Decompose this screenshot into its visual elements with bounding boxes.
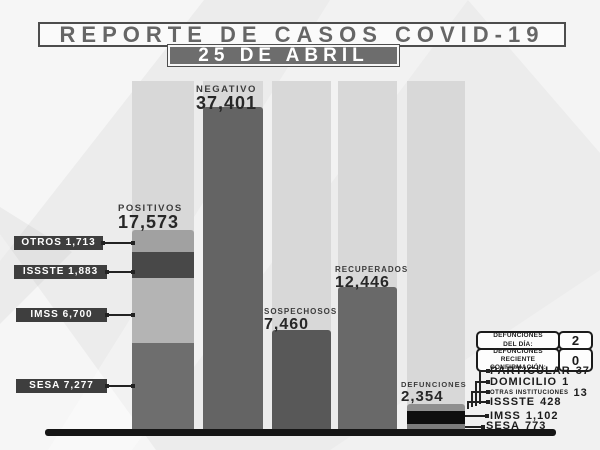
value-label: 7,460 [264,316,310,333]
bar-segment-issste [132,252,194,278]
connector-line-otros [101,241,135,245]
stat-cell-recent-confirmation-value: 0 [558,348,593,372]
breakdown-value: 428 [540,396,562,408]
category-label: DEFUNCIONES [401,380,467,389]
category-label: RECUPERADOS [335,265,409,274]
breakdown-row-domicilio: DOMICILIO 1 [490,376,569,388]
value-label: 37,401 [196,93,258,113]
callout-imss: IMSS 6,700 [16,308,107,322]
bar-segment-defunciones-bottom [407,424,465,433]
breakdown-label: DOMICILIO [490,376,558,388]
connector-line-issste [105,270,135,274]
breakdown-row-issste: ISSSTE 428 [490,396,561,408]
breakdown-label: OTRAS INSTITUCIONES [490,390,569,396]
bar-label-recuperados: RECUPERADOS 12,446 [335,264,409,291]
bar-sospechosos [272,330,331,433]
stat-label: DEFUNCIONES RECIENTE CONFIRMACIÓN: [489,347,547,372]
bar-segment-defunciones-black [407,411,465,424]
callout-otros: OTROS 1,713 [14,236,103,250]
breakdown-row-sesa: SESA 773 [486,420,546,432]
stat-value: 0 [571,352,580,368]
bar-negativo [203,107,263,433]
bar-label-sospechosos: SOSPECHOSOS 7,460 [264,306,338,333]
breakdown-label: IMSS [490,410,521,422]
stat-cell-recent-confirmation-label: DEFUNCIONES RECIENTE CONFIRMACIÓN: [476,348,560,372]
connector-line-sesa-deaths [465,425,485,429]
connector-line-imss [105,313,135,317]
connector-elbow-domicilio [475,380,490,406]
callout-sesa: SESA 7,277 [16,379,107,393]
bar-label-negativo: NEGATIVO 37,401 [196,84,257,112]
breakdown-label: SESA [486,420,520,432]
breakdown-row-otras-instituciones: OTRAS INSTITUCIONES 13 [490,387,588,399]
bar-segment-sesa [132,343,194,433]
callout-issste: ISSSTE 1,883 [14,265,107,279]
category-label: NEGATIVO [196,84,257,95]
breakdown-value: 37 [575,365,590,377]
bar-label-defunciones: DEFUNCIONES 2,354 [401,379,467,404]
connector-line-sesa [105,384,135,388]
connector-elbow-otras-instituciones [471,390,490,407]
connector-elbow-particular [479,369,490,404]
report-title: REPORTE DE CASOS COVID-19 [59,22,545,47]
connector-elbow-issste [467,400,490,409]
bar-label-positivos: POSITIVOS 17,573 [118,203,183,231]
value-label: 17,573 [118,212,180,232]
stat-value: 2 [571,333,580,348]
breakdown-value: 1 [562,376,570,388]
category-label: POSITIVOS [118,203,183,214]
bar-segment-imss [132,278,194,343]
bar-segment-defunciones-top [407,404,465,411]
connector-line-imss-deaths [465,414,489,418]
breakdown-label: ISSSTE [490,396,536,408]
bar-recuperados [338,287,397,433]
bar-segment-otros [132,230,194,252]
bar-positivos [132,230,194,433]
report-date: 25 DE ABRIL [198,44,369,66]
stat-label: DEFUNCIONES DEL DÍA: [493,332,543,348]
value-label: 12,446 [335,274,390,291]
breakdown-value: 773 [524,420,547,432]
breakdown-value: 13 [573,387,588,399]
breakdown-row-particular: PARTICULAR 37 [490,365,590,377]
breakdown-row-imss: IMSS 1,102 [490,410,558,422]
breakdown-value: 1,102 [525,410,559,422]
category-label: SOSPECHOSOS [264,307,338,316]
bar-defunciones [407,404,465,433]
report-date-badge: 25 DE ABRIL [167,44,400,67]
column-track-defunciones [407,81,465,433]
breakdown-label: PARTICULAR [490,365,571,377]
value-label: 2,354 [401,388,444,405]
baseline-axis [45,429,556,436]
